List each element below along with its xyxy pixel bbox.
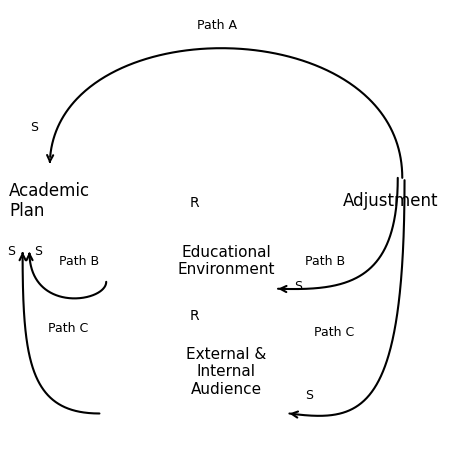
Text: External &
Internal
Audience: External & Internal Audience (185, 347, 266, 397)
Text: R: R (189, 310, 199, 323)
Text: R: R (189, 196, 199, 210)
Text: S: S (7, 245, 15, 258)
Text: Adjustment: Adjustment (342, 192, 437, 210)
Text: S: S (34, 245, 42, 258)
Text: Path A: Path A (197, 19, 236, 32)
Text: Path B: Path B (59, 255, 99, 267)
Text: Academic
Plan: Academic Plan (9, 182, 90, 220)
Text: S: S (30, 121, 38, 134)
Text: Path C: Path C (47, 322, 88, 334)
Text: S: S (305, 389, 313, 401)
Text: Educational
Environment: Educational Environment (177, 245, 274, 277)
Text: Path B: Path B (305, 255, 345, 267)
Text: Path C: Path C (313, 326, 354, 339)
Text: S: S (294, 280, 302, 293)
